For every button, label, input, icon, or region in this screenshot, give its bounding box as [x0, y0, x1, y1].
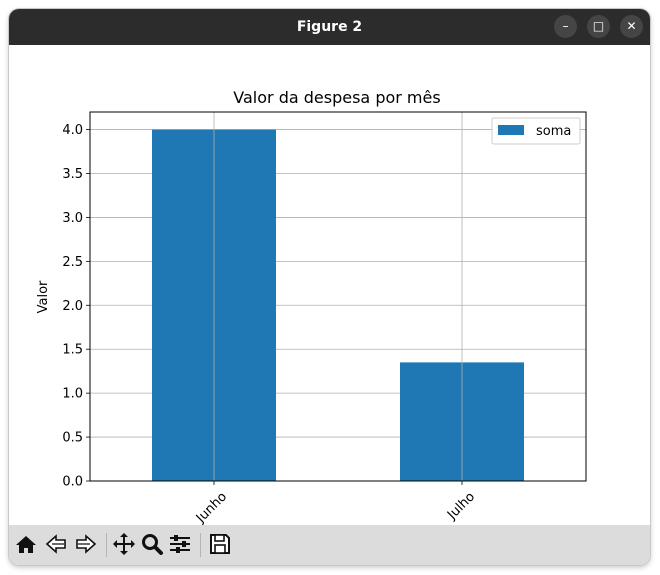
figure-canvas: Valor da despesa por mês Valor 0.0 0.5 1.0… — [9, 45, 650, 527]
pan-icon[interactable] — [111, 531, 137, 557]
toolbar-separator — [200, 533, 201, 557]
maximize-button[interactable]: □ — [587, 15, 610, 38]
forward-icon[interactable] — [73, 531, 99, 557]
plot-frame — [89, 111, 587, 482]
y-tick-label: 3.0 — [62, 211, 83, 226]
y-tick-label: 3.5 — [62, 167, 83, 182]
window-title: Figure 2 — [296, 19, 363, 35]
legend-label: soma — [536, 124, 571, 139]
legend: soma — [491, 117, 581, 145]
y-tick-label: 2.5 — [62, 255, 83, 270]
legend-frame — [491, 117, 581, 145]
home-icon[interactable] — [13, 531, 39, 557]
back-icon[interactable] — [43, 531, 69, 557]
y-axis-label: Valor — [36, 280, 51, 313]
configure-subplots-icon[interactable] — [167, 531, 193, 557]
chart-title: Valor da despesa por mês — [233, 88, 440, 107]
x-tick-label: Junho — [193, 489, 230, 525]
minimize-button[interactable]: – — [554, 15, 577, 38]
title-bar: Figure 2 – □ ✕ — [9, 9, 650, 45]
close-button[interactable]: ✕ — [620, 15, 643, 38]
y-tick-label: 4.0 — [62, 123, 83, 138]
y-tick-label: 2.0 — [62, 299, 83, 314]
y-tick-label: 1.0 — [62, 387, 83, 402]
y-tick-label: 1.5 — [62, 343, 83, 358]
y-tick-label: 0.0 — [62, 475, 83, 490]
save-icon[interactable] — [207, 531, 233, 557]
navigation-toolbar — [9, 525, 650, 565]
toolbar-separator — [106, 533, 107, 557]
x-tick-label: Julho — [444, 489, 478, 523]
figure-window: Figure 2 – □ ✕ Valor da despesa por mês … — [9, 9, 650, 565]
zoom-icon[interactable] — [139, 531, 165, 557]
bar-chart: Valor da despesa por mês Valor 0.0 0.5 1.0… — [36, 88, 587, 527]
y-tick-label: 0.5 — [62, 431, 83, 446]
legend-swatch — [498, 125, 524, 135]
